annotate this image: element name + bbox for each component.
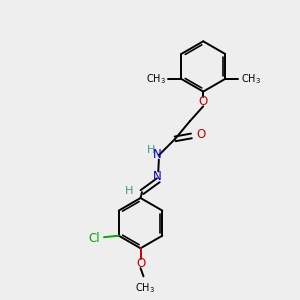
Text: CH$_3$: CH$_3$ (241, 72, 261, 86)
Text: H: H (125, 186, 134, 196)
Text: O: O (136, 257, 145, 270)
Text: O: O (199, 95, 208, 108)
Text: O: O (197, 128, 206, 141)
Text: CH$_3$: CH$_3$ (135, 281, 155, 295)
Text: Cl: Cl (89, 232, 100, 244)
Text: CH$_3$: CH$_3$ (146, 72, 166, 86)
Text: N: N (153, 148, 162, 161)
Text: H: H (146, 145, 155, 155)
Text: N: N (153, 170, 162, 183)
